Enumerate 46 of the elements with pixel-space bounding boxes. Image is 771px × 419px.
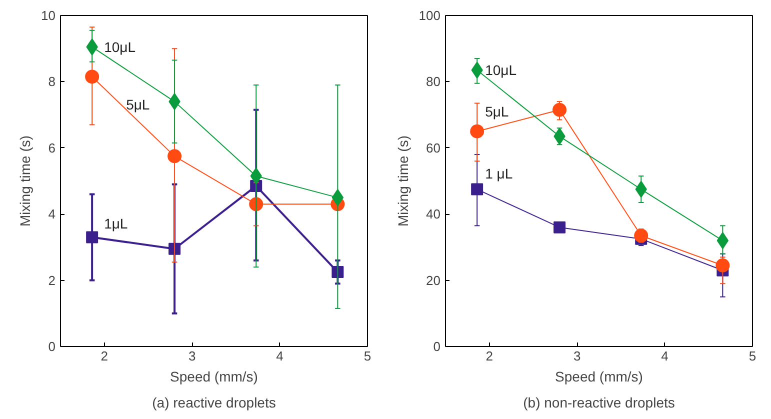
- point: [470, 124, 484, 138]
- x-axis-title: Speed (mm/s): [555, 368, 643, 384]
- y-tick-label: 2: [48, 272, 56, 288]
- y-tick-label: 0: [433, 339, 441, 354]
- point: [471, 183, 484, 196]
- point: [634, 228, 648, 243]
- point: [249, 197, 264, 212]
- y-tick-label: 20: [426, 272, 441, 288]
- x-tick-label: 4: [276, 348, 284, 364]
- y-tick-label: 8: [48, 74, 56, 90]
- point: [332, 189, 344, 206]
- x-tick-label: 2: [486, 348, 493, 364]
- y-tick-label: 40: [426, 206, 441, 222]
- x-tick-label: 3: [573, 348, 581, 364]
- point: [554, 221, 566, 234]
- x-tick-label: 5: [748, 348, 756, 364]
- y-tick-label: 80: [426, 74, 441, 90]
- series-label: 1μL: [104, 215, 128, 232]
- y-axis-title: Mixing time (s): [17, 135, 34, 227]
- point: [716, 232, 729, 250]
- y-axis-title: Mixing time (s): [394, 135, 411, 227]
- point: [168, 242, 181, 255]
- point: [168, 149, 182, 164]
- point: [716, 258, 730, 272]
- x-axis-title: Speed (mm/s): [170, 368, 258, 384]
- x-tick-label: 2: [100, 348, 108, 364]
- text: (a) reactive droplets: [152, 394, 276, 410]
- point: [332, 266, 344, 278]
- y-tick-label: 4: [48, 206, 56, 222]
- series-label: 1 μL: [485, 165, 513, 182]
- point: [85, 70, 100, 84]
- y-tick-label: 60: [426, 140, 441, 156]
- x-tick-label: 5: [364, 348, 372, 364]
- x-tick-label: 4: [661, 348, 668, 364]
- series-label: 5μL: [485, 103, 509, 120]
- series-label: 5μL: [126, 96, 150, 113]
- series-label: 10μL: [104, 38, 136, 55]
- y-tick-label: 100: [418, 8, 441, 23]
- y-tick-label: 10: [41, 8, 56, 23]
- x-tick-label: 3: [188, 348, 196, 364]
- point: [552, 102, 567, 117]
- y-tick-label: 6: [48, 140, 56, 156]
- text: (b) non-reactive droplets: [523, 394, 675, 410]
- y-tick-label: 0: [48, 339, 56, 354]
- point: [86, 231, 98, 244]
- series-label: 10μL: [485, 62, 517, 78]
